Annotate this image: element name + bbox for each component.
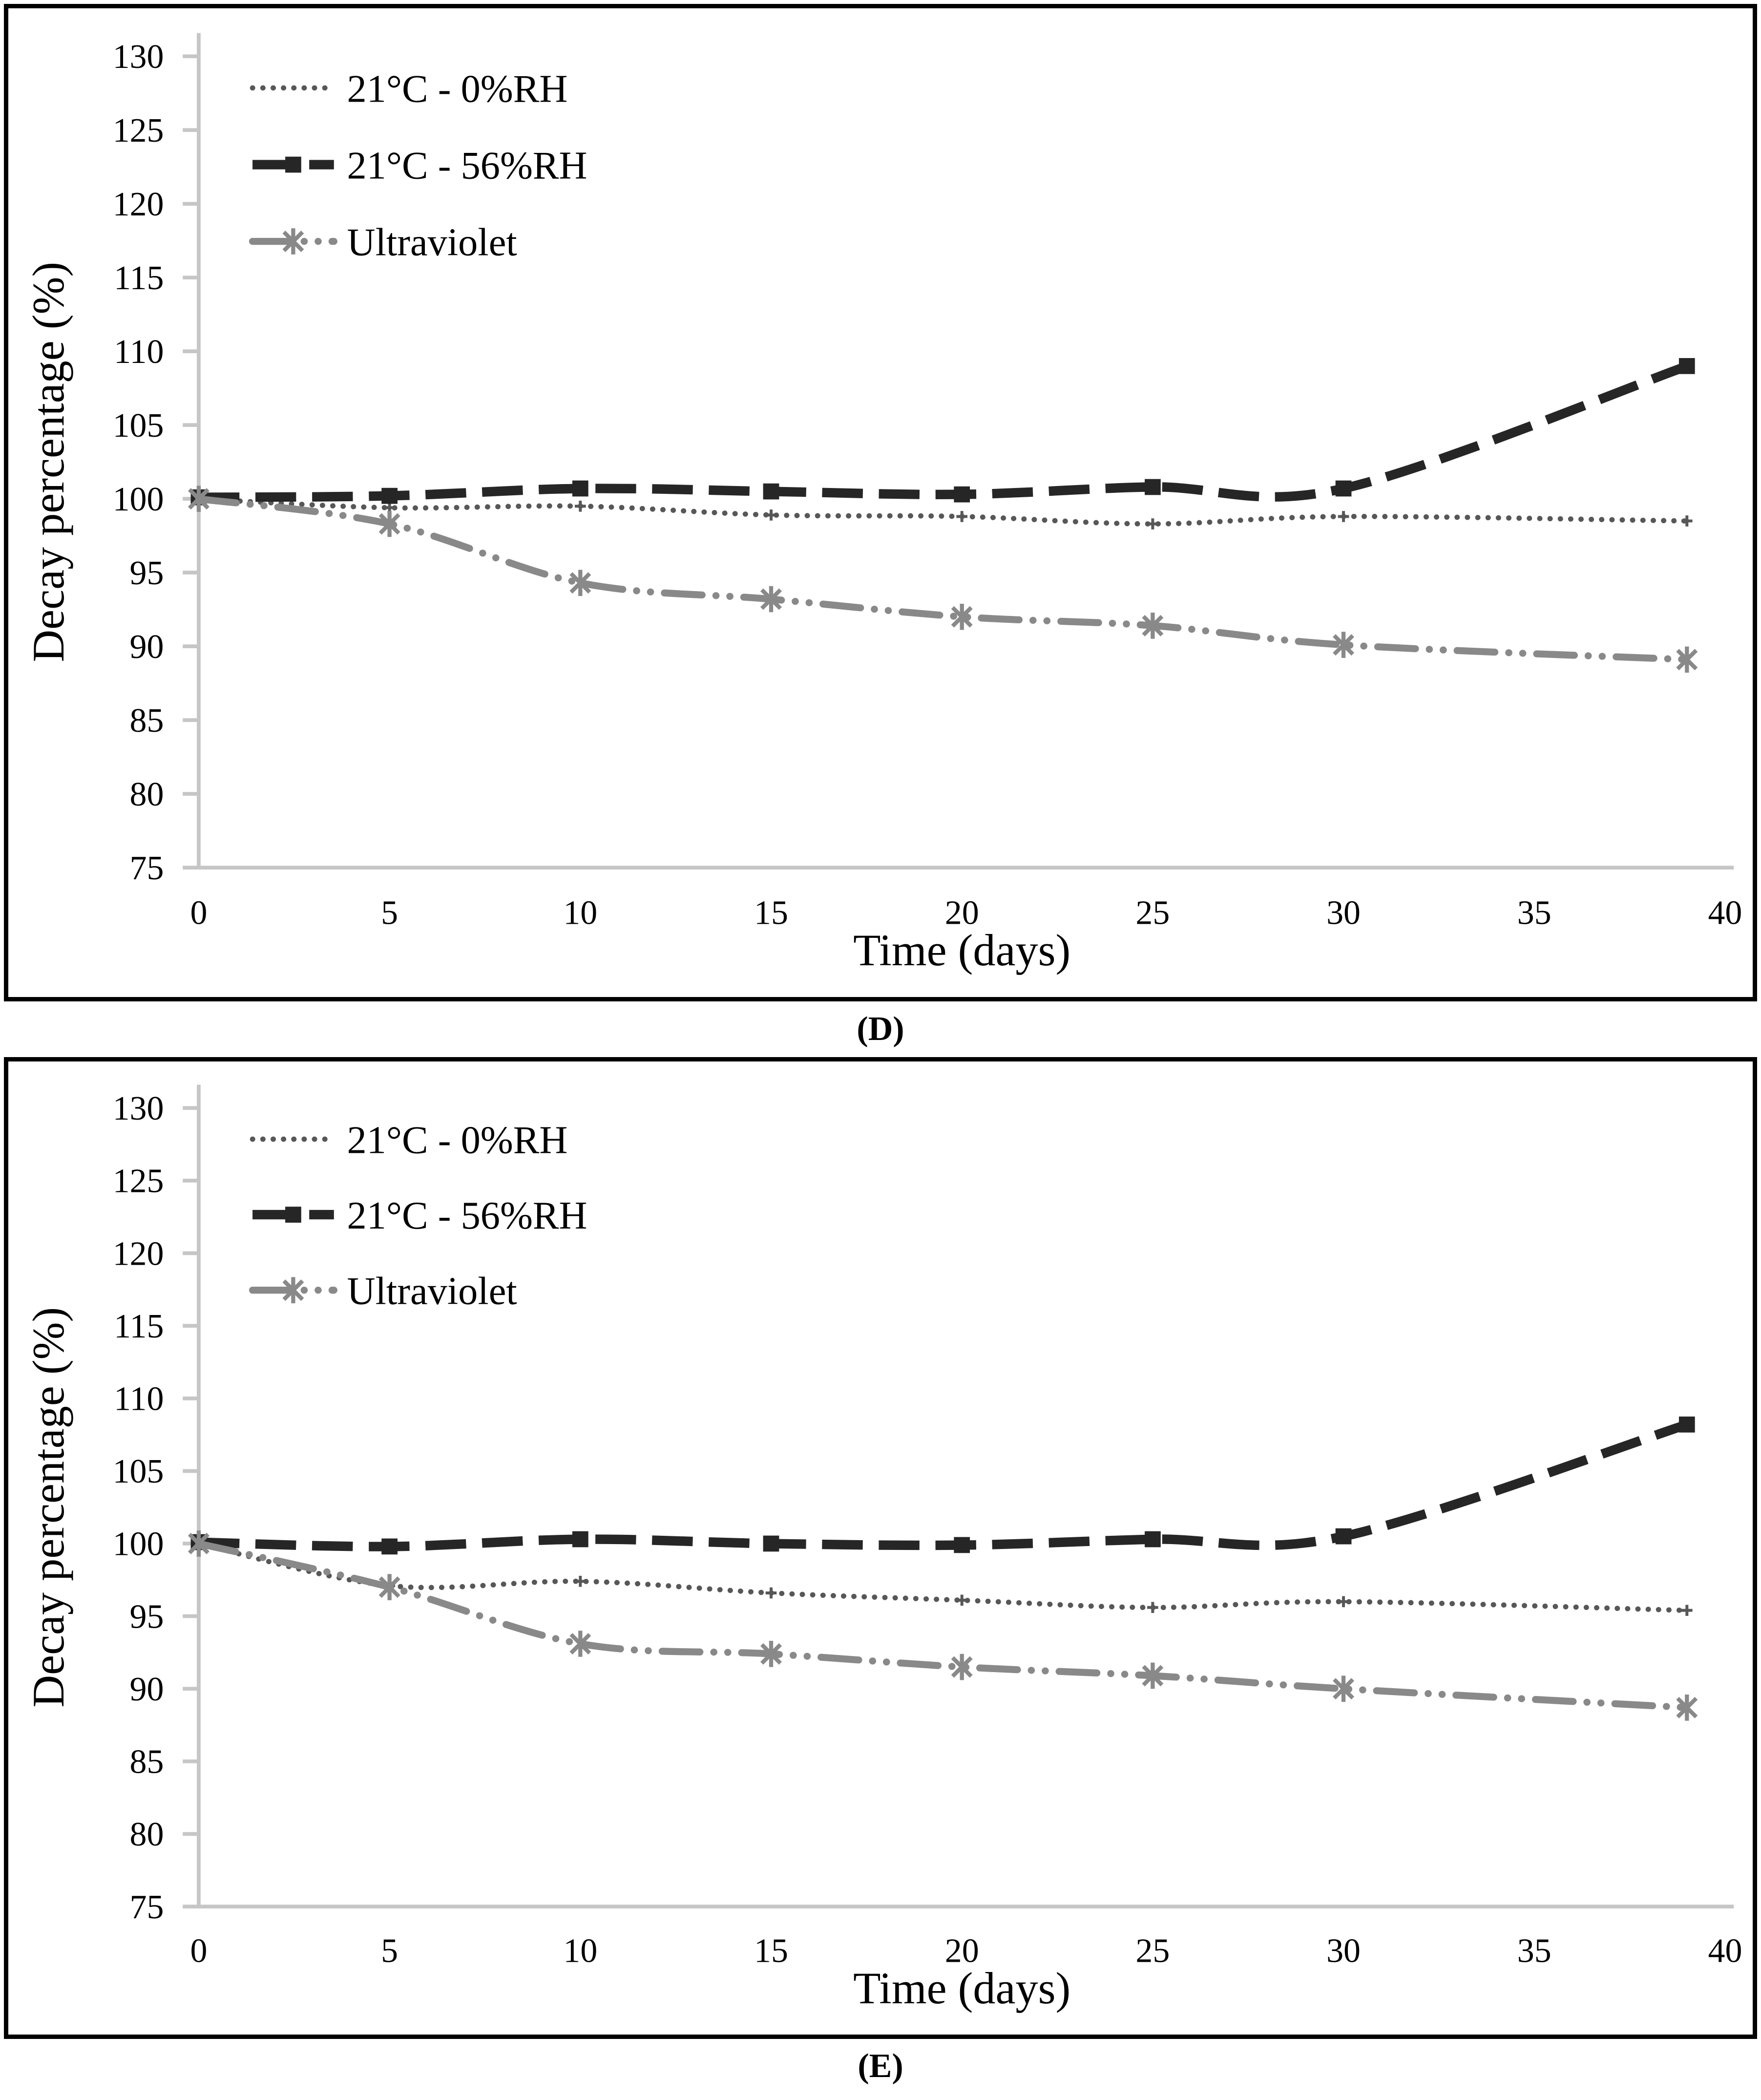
series-markers-21-c-56-rh	[190, 358, 1695, 506]
series-line-ultraviolet	[195, 495, 1691, 663]
x-tick-label: 30	[1326, 1932, 1361, 1970]
x-tick-label: 25	[1135, 894, 1170, 932]
y-tick-label: 75	[130, 849, 164, 887]
y-axis-title: Decay percentage (%)	[23, 262, 73, 662]
x-tick-label: 10	[563, 894, 597, 932]
caption-E: (E)	[858, 2047, 903, 2085]
x-tick-label: 20	[945, 894, 979, 932]
legend-item-21-c-0-rh: 21°C - 0%RH	[250, 1118, 568, 1162]
x-tick-label: 20	[945, 1932, 979, 1970]
legend: 21°C - 0%RH 21°C - 56%RH Ultraviolet	[249, 1118, 587, 1313]
series-line-ultraviolet	[195, 1540, 1691, 1711]
legend-item-ultraviolet: Ultraviolet	[249, 220, 517, 264]
y-tick-label: 95	[130, 554, 164, 592]
x-tick-label: 0	[190, 894, 207, 932]
y-tick-label: 130	[113, 1090, 164, 1127]
y-tick-label: 115	[114, 259, 164, 297]
series-markers-ultraviolet	[188, 486, 1698, 673]
caption-D: (D)	[857, 1010, 904, 1048]
x-tick-label: 35	[1517, 1932, 1551, 1970]
y-tick-label: 125	[113, 112, 164, 149]
legend-item-21-c-56-rh: 21°C - 56%RH	[252, 1194, 587, 1237]
y-tick-label: 100	[113, 481, 164, 518]
y-tick-label: 85	[130, 1743, 164, 1781]
legend-item-21-c-0-rh: 21°C - 0%RH	[250, 67, 568, 110]
series-line-21-c-0-rh	[196, 496, 1690, 527]
legend-label-21-c-0-rh: 21°C - 0%RH	[347, 1118, 568, 1162]
legend-label-ultraviolet: Ultraviolet	[347, 220, 517, 264]
legend-label-21-c-56-rh: 21°C - 56%RH	[347, 144, 587, 187]
y-tick-label: 120	[113, 1235, 164, 1273]
series-line-21-c-56-rh	[198, 361, 1689, 502]
series-markers-ultraviolet	[188, 1530, 1698, 1721]
x-tick-label: 15	[754, 1932, 788, 1970]
y-tick-label: 115	[114, 1308, 164, 1345]
x-tick-label: 15	[754, 894, 788, 932]
legend-label-ultraviolet: Ultraviolet	[347, 1269, 517, 1313]
axes: 75 80 85 90 95 100 105 110 115 120 125 130 0 5 10 15 20 2…	[113, 1084, 1742, 1970]
x-tick-label: 5	[381, 894, 398, 932]
series-line-21-c-56-rh	[198, 1420, 1689, 1551]
y-tick-label: 85	[130, 702, 164, 740]
chart-panel-E: 75 80 85 90 95 100 105 110 115 120 125 130 0 5 10 15 20 2…	[4, 1057, 1757, 2039]
series-markers-21-c-0-rh	[193, 493, 1693, 530]
x-tick-label: 25	[1135, 1932, 1170, 1970]
x-tick-label: 40	[1708, 894, 1742, 932]
series-markers-21-c-56-rh	[190, 1416, 1695, 1555]
y-tick-label: 125	[113, 1163, 164, 1200]
y-tick-label: 90	[130, 628, 164, 666]
y-tick-label: 80	[130, 776, 164, 813]
chart-D-svg: 75 80 85 90 95 100 105 110 115 120 125 130 0 5 10 15 20 2…	[23, 33, 1742, 975]
legend-item-21-c-56-rh: 21°C - 56%RH	[252, 144, 587, 187]
chart-panel-D: 75 80 85 90 95 100 105 110 115 120 125 130 0 5 10 15 20 2…	[4, 4, 1757, 1001]
y-tick-label: 95	[130, 1598, 164, 1635]
y-tick-label: 80	[130, 1816, 164, 1853]
y-axis-title: Decay percentage (%)	[23, 1307, 73, 1708]
chart-E-svg: 75 80 85 90 95 100 105 110 115 120 125 130 0 5 10 15 20 2…	[23, 1084, 1742, 2013]
y-tick-label: 100	[113, 1526, 164, 1563]
y-tick-label: 105	[113, 407, 164, 445]
y-tick-label: 120	[113, 186, 164, 223]
legend-item-ultraviolet: Ultraviolet	[249, 1269, 517, 1313]
legend: 21°C - 0%RH 21°C - 56%RH Ultraviolet	[249, 67, 587, 264]
y-tick-label: 105	[113, 1453, 164, 1490]
x-tick-label: 10	[563, 1932, 597, 1970]
series-line-21-c-0-rh	[196, 1541, 1690, 1613]
legend-label-21-c-56-rh: 21°C - 56%RH	[347, 1194, 587, 1237]
x-axis-title: Time (days)	[853, 925, 1070, 975]
y-tick-label: 110	[114, 333, 164, 371]
x-axis-title: Time (days)	[853, 1963, 1070, 2013]
legend-label-21-c-0-rh: 21°C - 0%RH	[347, 67, 568, 110]
x-tick-label: 5	[381, 1932, 398, 1970]
y-tick-label: 110	[114, 1380, 164, 1418]
y-tick-label: 130	[113, 38, 164, 76]
x-tick-label: 40	[1708, 1932, 1742, 1970]
y-tick-label: 90	[130, 1671, 164, 1708]
y-tick-label: 75	[130, 1888, 164, 1926]
x-tick-label: 0	[190, 1932, 207, 1970]
x-tick-label: 35	[1517, 894, 1551, 932]
x-tick-label: 30	[1326, 894, 1361, 932]
